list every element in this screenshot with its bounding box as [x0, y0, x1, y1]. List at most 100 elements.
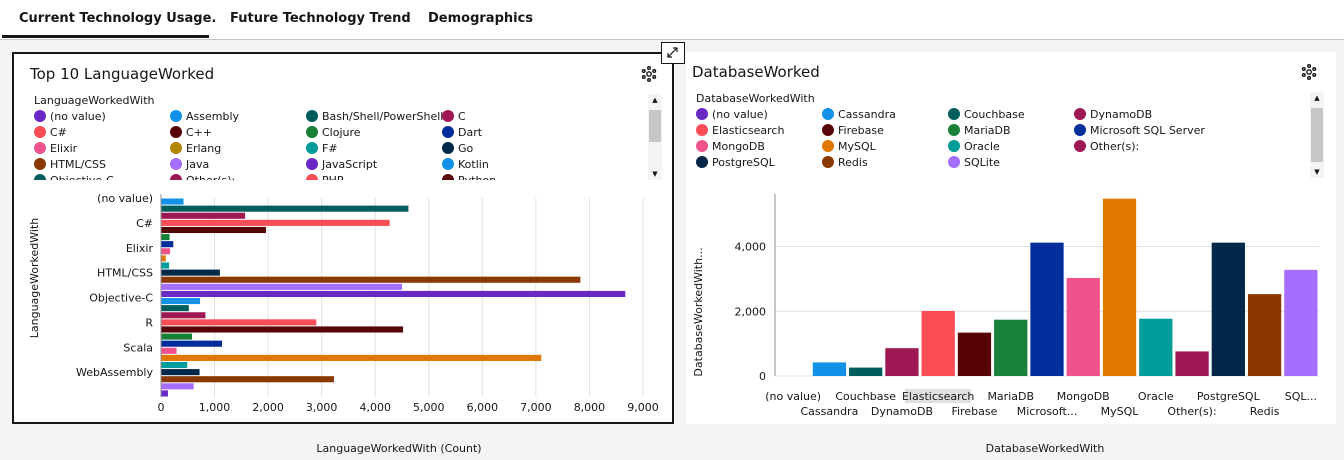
x-tick-label[interactable]: PostgreSQL	[1197, 390, 1261, 403]
legend-item[interactable]: DynamoDB	[1074, 108, 1152, 122]
bar[interactable]	[1030, 242, 1064, 376]
x-tick-label[interactable]: Elasticsearch	[902, 390, 974, 403]
legend-item[interactable]: MySQL	[822, 140, 876, 154]
x-tick-label[interactable]: MySQL	[1101, 405, 1140, 418]
legend-item[interactable]: Other(s):	[1074, 140, 1139, 154]
bar[interactable]	[161, 290, 626, 297]
bar[interactable]	[161, 312, 206, 319]
bar[interactable]	[812, 362, 847, 376]
legend-item[interactable]: SQLite	[948, 156, 1000, 170]
database-chart-panel[interactable]: DatabaseWorked DatabaseWorkedWith (no va…	[686, 52, 1336, 455]
scroll-up-icon[interactable]: ▲	[1314, 94, 1320, 102]
bar[interactable]	[161, 383, 194, 390]
bar[interactable]	[161, 369, 200, 376]
bar[interactable]	[161, 269, 220, 276]
legend-item[interactable]: C	[442, 110, 466, 124]
bar[interactable]	[161, 262, 170, 269]
x-tick-label[interactable]: Firebase	[952, 405, 998, 418]
bar[interactable]	[1247, 294, 1282, 376]
bar[interactable]	[161, 198, 184, 205]
bar[interactable]	[161, 361, 188, 369]
bar[interactable]	[161, 326, 404, 333]
legend-item[interactable]: MongoDB	[696, 140, 765, 154]
legend-item[interactable]: (no value)	[696, 108, 768, 122]
legend-item[interactable]: Oracle	[948, 140, 1000, 154]
tab-current-technology-usage[interactable]: Current Technology Usage.	[2, 0, 216, 38]
legend-item[interactable]: Clojure	[306, 126, 361, 140]
legend-item[interactable]: (no value)	[34, 110, 106, 124]
tab-demographics[interactable]: Demographics	[428, 11, 534, 26]
x-tick-label[interactable]: Cassandra	[800, 405, 858, 418]
bar[interactable]	[161, 347, 177, 354]
legend-item[interactable]: F#	[306, 142, 338, 156]
bar[interactable]	[161, 241, 174, 248]
legend-item[interactable]: PostgreSQL	[696, 156, 775, 170]
scroll-thumb[interactable]	[649, 110, 661, 142]
bar[interactable]	[161, 319, 317, 326]
legend-item[interactable]: C#	[34, 126, 67, 140]
bar[interactable]	[849, 367, 883, 376]
x-tick-label[interactable]: Oracle	[1138, 390, 1174, 403]
legend-item[interactable]: Couchbase	[948, 108, 1025, 122]
bar[interactable]	[1284, 269, 1318, 376]
scroll-thumb[interactable]	[1311, 108, 1323, 162]
legend-item[interactable]: Python	[442, 174, 496, 180]
scroll-down-icon[interactable]: ▼	[652, 170, 658, 178]
bar[interactable]	[161, 276, 581, 283]
x-tick-label[interactable]: SQL...	[1285, 390, 1317, 403]
x-tick-label[interactable]: MariaDB	[987, 390, 1034, 403]
bar[interactable]	[161, 376, 334, 383]
x-tick-label[interactable]: (no value)	[765, 390, 821, 403]
bar[interactable]	[921, 310, 955, 376]
legend-item[interactable]: Elixir	[34, 142, 77, 156]
bar[interactable]	[1066, 277, 1100, 376]
settings-icon[interactable]	[1300, 63, 1318, 81]
bar[interactable]	[161, 305, 189, 312]
bar[interactable]	[161, 298, 201, 305]
legend-item[interactable]: Microsoft SQL Server	[1074, 124, 1205, 138]
x-tick-label[interactable]: DynamoDB	[871, 405, 933, 418]
x-tick-label[interactable]: Microsoft...	[1017, 405, 1078, 418]
legend-item[interactable]: Java	[170, 158, 209, 172]
bar[interactable]	[161, 390, 168, 397]
bar[interactable]	[161, 333, 193, 340]
legend-item[interactable]: Erlang	[170, 142, 221, 156]
bar[interactable]	[1102, 198, 1137, 376]
bar[interactable]	[1139, 318, 1173, 376]
legend-item[interactable]: C++	[170, 126, 212, 140]
legend-item[interactable]: Redis	[822, 156, 868, 170]
scroll-down-icon[interactable]: ▼	[1314, 168, 1320, 176]
bar[interactable]	[161, 255, 166, 262]
bar[interactable]	[161, 212, 246, 219]
language-chart-panel[interactable]: Top 10 LanguageWorked LanguageWorkedWith…	[12, 52, 674, 455]
bar[interactable]	[161, 205, 409, 212]
bar[interactable]	[994, 319, 1028, 376]
bar[interactable]	[161, 219, 390, 226]
bar[interactable]	[161, 340, 223, 347]
legend-item[interactable]: Cassandra	[822, 108, 896, 122]
bar[interactable]	[161, 234, 170, 241]
bar[interactable]	[161, 283, 402, 290]
legend-scrollbar[interactable]: ▲ ▼	[1310, 92, 1324, 178]
legend-item[interactable]: Bash/Shell/PowerShell	[306, 110, 443, 124]
bar[interactable]	[161, 354, 542, 361]
legend-item[interactable]: Go	[442, 142, 473, 156]
legend-item[interactable]: Firebase	[822, 124, 884, 138]
expand-button[interactable]	[661, 42, 685, 64]
bar[interactable]	[161, 248, 171, 255]
legend-item[interactable]: PHP	[306, 174, 344, 180]
bar[interactable]	[1175, 351, 1209, 376]
legend-item[interactable]: Elasticsearch	[696, 124, 784, 138]
legend-item[interactable]: JavaScript	[306, 158, 377, 172]
bar[interactable]	[885, 348, 919, 376]
bar[interactable]	[957, 332, 992, 376]
tab-future-technology-trend[interactable]: Future Technology Trend	[230, 11, 411, 26]
settings-icon[interactable]	[640, 65, 658, 83]
legend-item[interactable]: Assembly	[170, 110, 239, 124]
legend-item[interactable]: HTML/CSS	[34, 158, 106, 172]
legend-item[interactable]: MariaDB	[948, 124, 1011, 138]
legend-item[interactable]: Kotlin	[442, 158, 489, 172]
bar[interactable]	[161, 226, 266, 234]
legend-item[interactable]: Other(s):	[170, 174, 235, 180]
scroll-up-icon[interactable]: ▲	[652, 96, 658, 104]
